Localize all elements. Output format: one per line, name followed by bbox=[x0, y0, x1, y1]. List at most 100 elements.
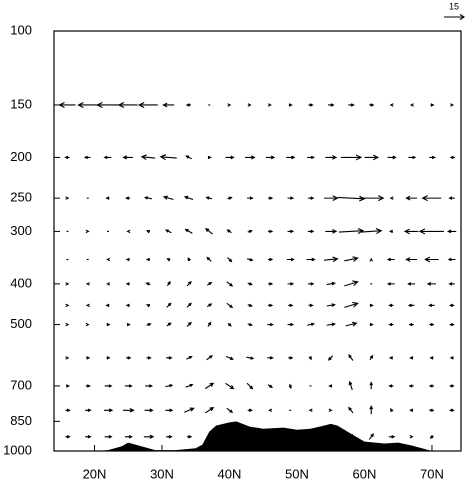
wind-vector bbox=[325, 155, 338, 160]
wind-vector bbox=[226, 407, 234, 414]
wind-vector bbox=[106, 282, 111, 286]
wind-vector bbox=[349, 433, 353, 440]
wind-vector bbox=[287, 322, 295, 327]
wind-vector bbox=[104, 435, 113, 439]
wind-vector bbox=[207, 321, 212, 327]
wind-vector bbox=[183, 195, 194, 200]
wind-vector bbox=[145, 282, 151, 286]
wind-vector bbox=[166, 258, 171, 262]
wind-vector bbox=[364, 154, 380, 161]
wind-vector bbox=[408, 322, 414, 327]
wind-vector bbox=[407, 303, 415, 308]
wind-vector bbox=[165, 384, 174, 388]
wind-vector bbox=[386, 282, 395, 286]
wind-vector bbox=[359, 195, 385, 202]
reference-vector bbox=[444, 14, 466, 20]
wind-vector bbox=[246, 382, 254, 390]
wind-vector bbox=[225, 355, 234, 360]
wind-vector bbox=[122, 155, 133, 160]
wind-vector bbox=[448, 384, 455, 388]
wind-vector bbox=[159, 154, 177, 161]
wind-vector bbox=[227, 257, 233, 263]
wind-vector bbox=[267, 322, 274, 327]
wind-vector bbox=[267, 103, 272, 107]
wind-vector bbox=[66, 384, 71, 388]
wind-vector bbox=[344, 301, 359, 308]
wind-vector bbox=[426, 281, 436, 286]
wind-vector bbox=[348, 354, 354, 361]
wind-vector bbox=[103, 155, 112, 160]
wind-vector bbox=[247, 282, 253, 286]
wind-vector bbox=[85, 384, 91, 388]
wind-vector bbox=[185, 155, 192, 160]
wind-vector bbox=[206, 303, 213, 308]
y-tick-label: 700 bbox=[10, 377, 32, 392]
wind-vector bbox=[166, 435, 173, 439]
wind-vector bbox=[124, 384, 133, 388]
plot-frame bbox=[53, 30, 462, 452]
wind-vector bbox=[186, 302, 192, 308]
wind-vector bbox=[369, 103, 375, 107]
wind-vector bbox=[247, 196, 254, 200]
wind-vector bbox=[450, 103, 455, 107]
wind-vector bbox=[144, 408, 154, 413]
wind-vector bbox=[287, 229, 295, 234]
wind-vector bbox=[428, 303, 435, 308]
y-tick-label: 250 bbox=[10, 190, 32, 205]
wind-vector bbox=[186, 321, 192, 327]
wind-vector bbox=[389, 196, 394, 200]
wind-vector bbox=[267, 303, 274, 308]
wind-vector bbox=[184, 228, 193, 234]
wind-vector bbox=[206, 256, 212, 262]
wind-vector bbox=[126, 356, 132, 360]
wind-vector bbox=[185, 383, 194, 388]
wind-vector bbox=[448, 303, 455, 308]
wind-vector bbox=[104, 384, 113, 388]
wind-vector bbox=[117, 101, 138, 108]
wind-vector bbox=[83, 155, 91, 160]
wind-vector bbox=[369, 303, 374, 308]
terrain bbox=[54, 421, 461, 451]
wind-vector bbox=[106, 257, 111, 262]
wind-vector bbox=[226, 302, 234, 309]
wind-vector bbox=[124, 435, 133, 439]
wind-vector bbox=[85, 282, 90, 286]
wind-vector bbox=[267, 356, 274, 360]
wind-vector bbox=[106, 356, 111, 360]
wind-vector bbox=[409, 435, 414, 439]
x-tick-label: 50N bbox=[285, 466, 309, 481]
wind-vector bbox=[137, 101, 158, 108]
wind-vector bbox=[85, 408, 92, 413]
wind-vector bbox=[146, 356, 152, 360]
wind-vector bbox=[58, 101, 76, 108]
y-tick-label: 200 bbox=[10, 149, 32, 164]
wind-vector bbox=[308, 303, 314, 308]
wind-vector bbox=[348, 406, 354, 414]
wind-vector bbox=[204, 406, 215, 414]
wind-vector bbox=[424, 256, 439, 263]
wind-vector bbox=[369, 322, 374, 327]
reference-label: 15 bbox=[449, 1, 459, 11]
x-tick-label: 60N bbox=[353, 466, 377, 481]
wind-vector bbox=[226, 229, 232, 234]
y-tick-label: 100 bbox=[10, 22, 32, 37]
wind-vector bbox=[407, 282, 416, 286]
wind-vector bbox=[429, 155, 436, 160]
wind-vector bbox=[326, 322, 336, 327]
wind-vector bbox=[77, 101, 98, 108]
wind-vector bbox=[206, 355, 213, 361]
wind-vector bbox=[409, 103, 414, 107]
wind-vector bbox=[287, 196, 295, 200]
wind-vector bbox=[288, 383, 292, 390]
wind-vector bbox=[428, 408, 434, 413]
wind-vector bbox=[225, 382, 235, 390]
wind-vector bbox=[421, 195, 442, 202]
wind-vector bbox=[247, 303, 253, 307]
wind-vector bbox=[348, 103, 355, 107]
wind-vector bbox=[418, 228, 444, 235]
wind-vector bbox=[247, 229, 253, 234]
wind-vector bbox=[245, 155, 256, 160]
wind-vector bbox=[85, 303, 90, 308]
wind-vector bbox=[390, 407, 394, 412]
